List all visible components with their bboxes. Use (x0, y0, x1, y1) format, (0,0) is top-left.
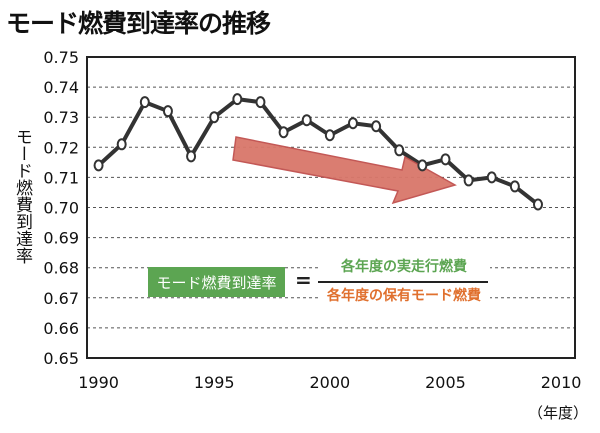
y-tick-label: 0.70 (43, 199, 79, 218)
data-point (301, 114, 312, 127)
data-point (463, 174, 474, 187)
equals-sign: = (295, 268, 312, 292)
data-point (417, 159, 428, 172)
x-tick-label: 1990 (78, 373, 119, 392)
y-axis-label: モード燃費到達率 (12, 128, 32, 264)
y-tick-label: 0.74 (43, 78, 79, 97)
y-tick-label: 0.69 (43, 229, 79, 248)
data-point (93, 159, 104, 172)
data-point (209, 111, 220, 124)
y-tick-label: 0.67 (43, 289, 79, 308)
y-tick-label: 0.73 (43, 108, 79, 127)
x-axis-label: （年度） (528, 404, 589, 422)
y-tick-label: 0.66 (43, 319, 79, 338)
data-point (509, 180, 520, 193)
x-tick-label: 1995 (194, 373, 235, 392)
y-tick-label: 0.72 (43, 138, 79, 157)
data-point (532, 198, 543, 211)
y-tick-label: 0.71 (43, 168, 79, 187)
data-point (255, 96, 266, 109)
y-tick-label: 0.65 (43, 349, 79, 368)
plot-frame (86, 56, 576, 359)
formula-label: モード燃費到達率 (148, 267, 285, 297)
data-point (139, 96, 150, 109)
data-point (440, 153, 451, 166)
data-point (486, 171, 497, 184)
data-point (186, 150, 197, 163)
chart-title: モード燃費到達率の推移 (6, 9, 271, 38)
formula-denominator: 各年度の保有モード燃費 (318, 285, 490, 305)
fraction-line (318, 281, 488, 283)
x-tick-label: 2005 (425, 373, 466, 392)
x-tick-label: 2010 (541, 373, 582, 392)
formula-numerator: 各年度の実走行燃費 (318, 256, 490, 276)
data-point (347, 117, 358, 130)
data-point (324, 129, 335, 142)
trend-arrow-icon (232, 136, 457, 205)
y-tick-label: 0.75 (43, 48, 79, 67)
data-point (162, 105, 173, 118)
y-tick-label: 0.68 (43, 259, 79, 278)
x-tick-label: 2000 (309, 373, 350, 392)
data-point (394, 144, 405, 157)
data-point (232, 93, 243, 106)
data-point (278, 126, 289, 139)
data-point (116, 138, 127, 151)
data-point (371, 120, 382, 133)
